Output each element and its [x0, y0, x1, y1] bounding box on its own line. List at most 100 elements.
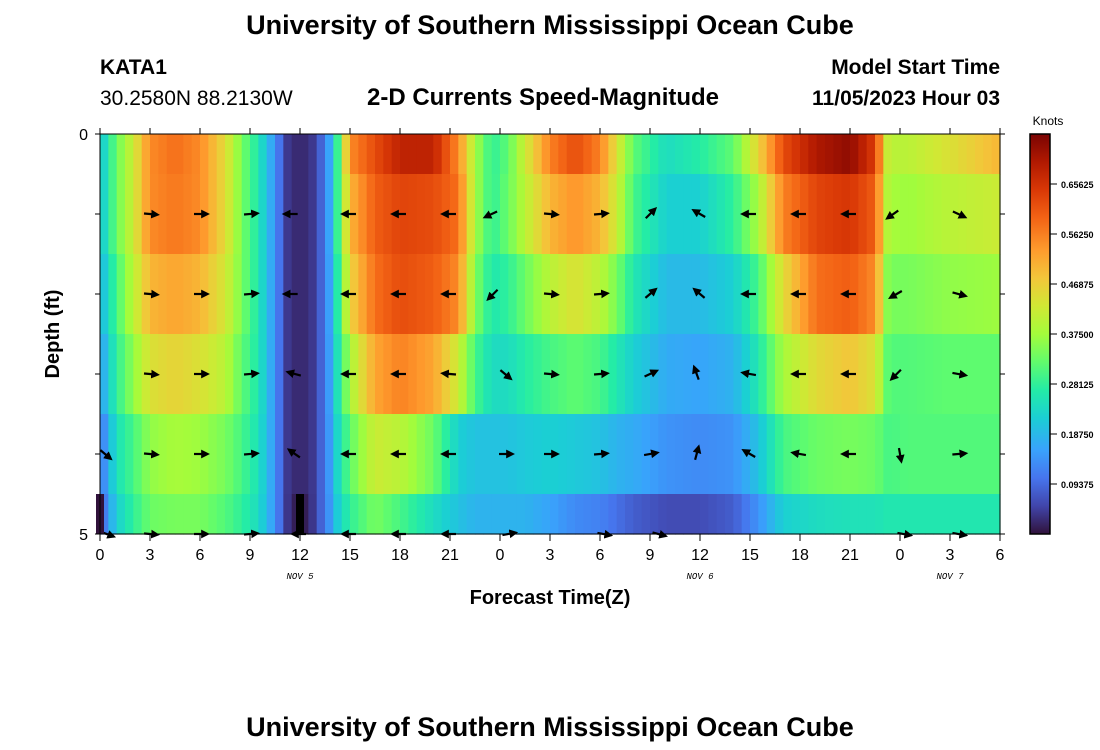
heatmap-cell	[725, 334, 734, 415]
heatmap-cell	[525, 134, 534, 175]
heatmap-cell	[650, 134, 659, 175]
heatmap-cell	[866, 494, 876, 535]
heatmap-cell	[166, 174, 176, 255]
heatmap-cell	[666, 254, 676, 335]
heatmap-cell	[883, 174, 893, 255]
heatmap-cell	[366, 414, 376, 495]
heatmap-cell	[908, 334, 918, 415]
heatmap-cell	[908, 174, 918, 255]
heatmap-cell	[241, 494, 251, 535]
y-axis-label: Depth (ft)	[42, 290, 64, 379]
x-tick-label: 9	[246, 547, 255, 564]
heatmap-cell	[933, 174, 943, 255]
x-tick-label: 3	[546, 547, 555, 564]
heatmap-cell	[408, 414, 418, 495]
heatmap-cell	[633, 494, 643, 535]
heatmap-cell	[716, 174, 726, 255]
heatmap-cell	[625, 174, 634, 255]
heatmap-cell	[883, 334, 893, 415]
heatmap-cell	[858, 334, 868, 415]
heatmap-cell	[925, 134, 934, 175]
heatmap-cell	[250, 134, 259, 175]
heatmap-cell	[816, 414, 826, 495]
heatmap-cell	[833, 334, 843, 415]
heatmap-cell	[641, 134, 651, 175]
current-vector-arrow	[285, 369, 302, 378]
heatmap-cell	[116, 414, 126, 495]
x-tick-label: 0	[496, 547, 505, 564]
heatmap-cell	[708, 254, 718, 335]
heatmap-cell	[675, 334, 684, 415]
heatmap-cell	[491, 334, 501, 415]
heatmap-cell	[483, 334, 493, 415]
colorbar-ramp	[1029, 133, 1051, 535]
heatmap-cell	[408, 494, 418, 535]
heatmap-cell	[233, 134, 243, 175]
heatmap-cell	[758, 494, 768, 535]
current-vector-arrow	[143, 449, 160, 459]
heatmap-cell	[383, 334, 393, 415]
heatmap-cell	[300, 254, 309, 335]
heatmap-cell	[750, 134, 759, 175]
heatmap-cell	[166, 254, 176, 335]
heatmap-cell	[441, 134, 451, 175]
day-label: NOV 6	[686, 572, 714, 582]
heatmap-cell	[975, 174, 984, 255]
colorbar-tick-label: 0.56250	[1061, 230, 1094, 240]
heatmap-cell	[925, 254, 934, 335]
heatmap-cell	[608, 494, 618, 535]
heatmap-cell	[783, 494, 793, 535]
heatmap-cell	[633, 254, 643, 335]
heatmap-cell	[575, 414, 584, 495]
heatmap-cell	[275, 334, 284, 415]
x-tick-label: 6	[996, 547, 1005, 564]
heatmap-cell	[991, 254, 1001, 335]
heatmap-cell	[941, 334, 951, 415]
current-vector-arrow	[440, 369, 457, 379]
heatmap-cell	[725, 414, 734, 495]
heatmap-cell	[875, 174, 884, 255]
heatmap-cell	[508, 134, 518, 175]
current-vector-arrow	[143, 289, 160, 299]
heatmap-cell	[591, 494, 601, 535]
heatmap-cell	[475, 254, 484, 335]
heatmap-cell	[225, 134, 234, 175]
heatmap-cell	[733, 414, 743, 495]
heatmap-cell	[966, 174, 976, 255]
heatmap-cell	[625, 334, 634, 415]
heatmap-cell	[125, 334, 134, 415]
heatmap-cell	[300, 174, 309, 255]
heatmap-cell	[208, 414, 218, 495]
heatmap-cell	[708, 334, 718, 415]
heatmap-cell	[466, 174, 476, 255]
heatmap-cell	[933, 254, 943, 335]
heatmap-cell	[416, 174, 426, 255]
heatmap-cell	[108, 174, 118, 255]
heatmap-cell	[683, 254, 693, 335]
heatmap-cell	[908, 494, 918, 535]
heatmap-cell	[158, 494, 168, 535]
heatmap-cell	[558, 414, 568, 495]
current-vector-arrow	[243, 449, 260, 459]
heatmap-cell	[633, 134, 643, 175]
current-vector-arrow	[243, 289, 260, 299]
heatmap-cell	[208, 134, 218, 175]
heatmap-cell	[366, 334, 376, 415]
heatmap-cell	[658, 494, 668, 535]
heatmap-cell	[866, 334, 876, 415]
heatmap-cell	[766, 334, 776, 415]
heatmap-cell	[941, 414, 951, 495]
heatmap-cell	[341, 134, 351, 175]
day-label: NOV 5	[286, 572, 314, 582]
heatmap-cell	[883, 254, 893, 335]
heatmap-cell	[641, 494, 651, 535]
heatmap-cell	[325, 174, 334, 255]
heatmap-cell	[733, 134, 743, 175]
heatmap-cell	[941, 254, 951, 335]
heatmap-cell	[950, 494, 959, 535]
heatmap-cell	[975, 334, 984, 415]
heatmap-cell	[566, 334, 576, 415]
heatmap-cell	[916, 334, 926, 415]
heatmap-cell	[275, 414, 284, 495]
heatmap-cell	[233, 414, 243, 495]
